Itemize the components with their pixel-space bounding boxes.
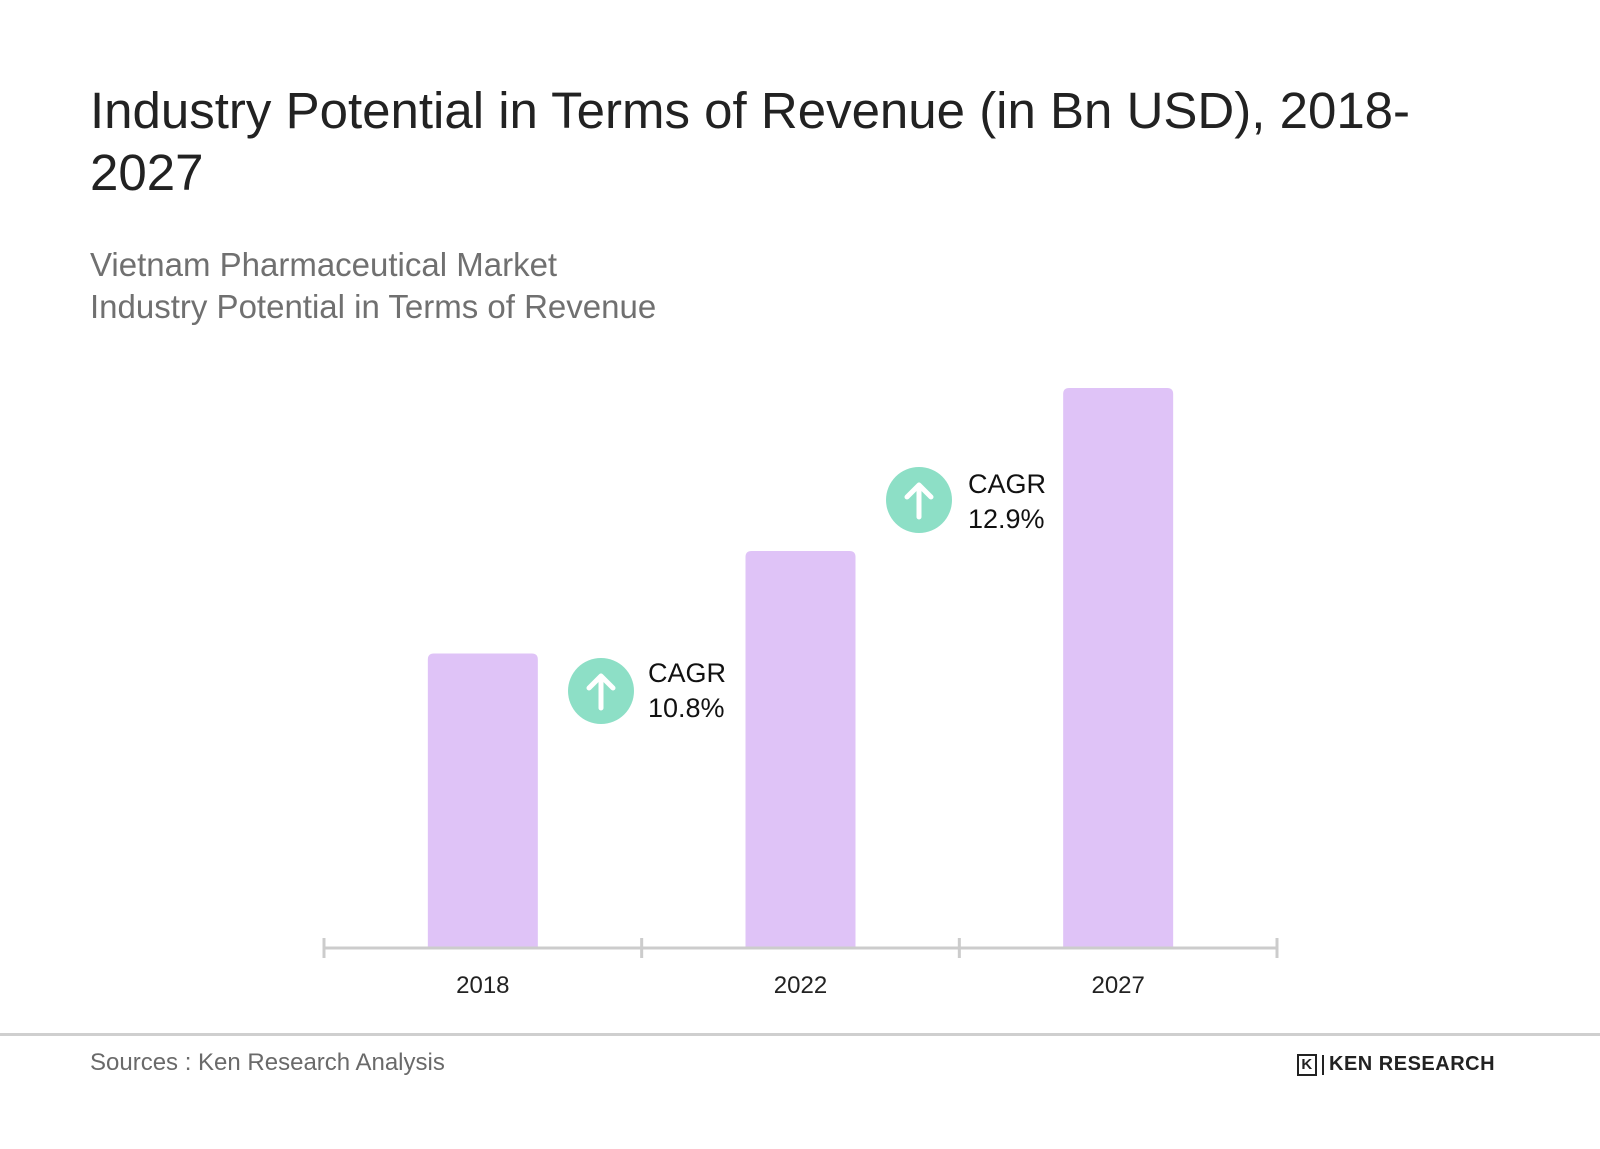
cagr-1-label: CAGR bbox=[648, 658, 727, 688]
cagr-1-value: 10.8% bbox=[648, 693, 725, 723]
bar-2022 bbox=[745, 550, 856, 948]
subtitle-line-1: Vietnam Pharmaceutical Market bbox=[90, 246, 558, 283]
x-tick-label-2018: 2018 bbox=[456, 972, 509, 999]
x-tick-label-2022: 2022 bbox=[774, 972, 827, 999]
logo-text: KEN RESEARCH bbox=[1329, 1053, 1496, 1075]
bar-2027 bbox=[1063, 388, 1174, 948]
cagr-1-arrow-up-icon bbox=[568, 658, 634, 724]
chart-subtitle: Vietnam Pharmaceutical Market Industry P… bbox=[90, 244, 656, 328]
cagr-2-label: CAGR bbox=[968, 469, 1047, 499]
logo-k-icon: K bbox=[1297, 1053, 1317, 1076]
ken-research-logo: K KEN RESEARCH bbox=[1297, 1053, 1495, 1076]
cagr-2-value: 12.9% bbox=[968, 504, 1045, 534]
footer-divider bbox=[0, 1033, 1600, 1036]
cagr-2-arrow-up-icon bbox=[886, 467, 952, 533]
logo-divider bbox=[1322, 1054, 1324, 1075]
x-tick-label-2027: 2027 bbox=[1091, 972, 1144, 999]
chart-title: Industry Potential in Terms of Revenue (… bbox=[90, 82, 1411, 201]
subtitle-line-2: Industry Potential in Terms of Revenue bbox=[90, 288, 657, 325]
cagr-annotation-1: CAGR 10.8% bbox=[648, 656, 726, 726]
cagr-annotation-2: CAGR 12.9% bbox=[968, 467, 1046, 537]
bar-2018 bbox=[427, 653, 538, 948]
source-note: Sources : Ken Research Analysis bbox=[90, 1049, 445, 1076]
